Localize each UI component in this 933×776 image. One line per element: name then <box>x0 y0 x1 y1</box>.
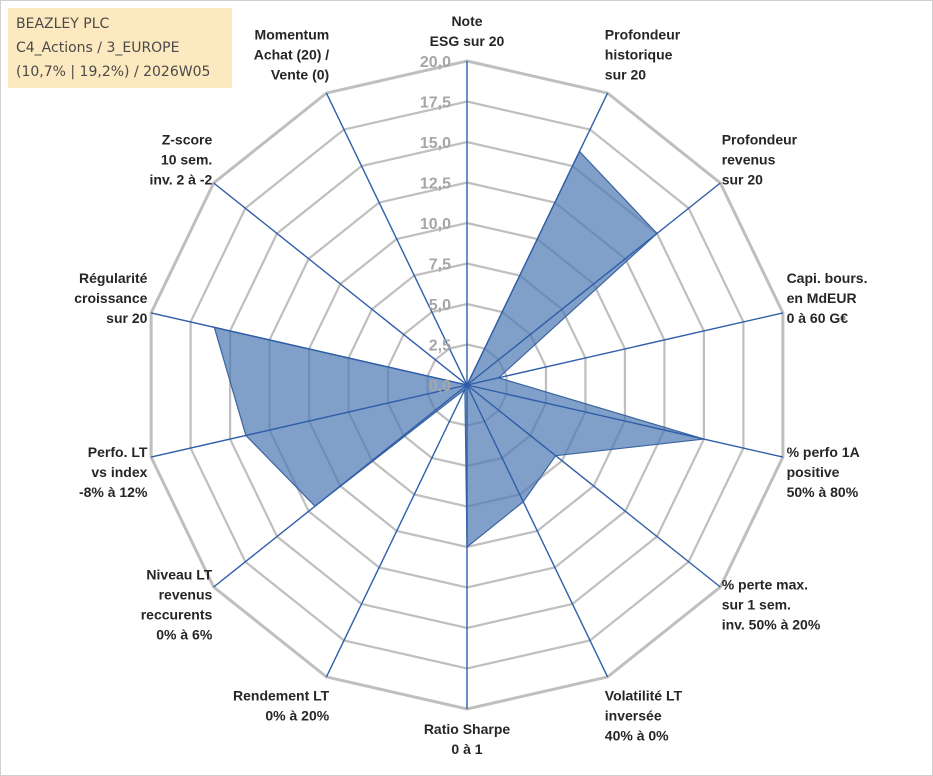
category-label-5-line-1: sur 1 sem. <box>722 596 791 612</box>
category-label-11: Régularité croissance sur 20 <box>74 270 147 326</box>
category-label-0-line-0: Note <box>451 13 482 29</box>
category-label-7-line-1: 0 à 1 <box>451 741 482 757</box>
tick-label-8: 20,0 <box>420 54 451 71</box>
category-label-0: Note ESG sur 20 <box>430 13 505 49</box>
category-label-9: Niveau LT revenus reccurents 0% à 6% <box>141 566 213 642</box>
category-label-4-line-0: % perfo 1A <box>787 444 860 460</box>
tick-label-5: 12,5 <box>420 176 451 193</box>
axis-spoke-4 <box>466 384 784 458</box>
category-label-8: Rendement LT 0% à 20% <box>233 688 330 724</box>
axis-spoke-6 <box>466 384 609 678</box>
category-label-1-line-0: Profondeur <box>605 26 681 42</box>
tick-label-7: 17,5 <box>420 95 451 112</box>
category-label-11-line-0: Régularité <box>79 270 148 286</box>
category-label-7: Ratio Sharpe 0 à 1 <box>424 721 511 757</box>
tick-label-3: 7,5 <box>429 257 451 274</box>
axis-spoke-8 <box>325 384 468 678</box>
category-label-2-line-2: sur 20 <box>722 172 763 188</box>
category-label-3-line-2: 0 à 60 G€ <box>787 310 849 326</box>
category-label-10-line-2: -8% à 12% <box>79 484 148 500</box>
axis-spoke-12 <box>213 182 468 386</box>
category-label-9-line-2: reccurents <box>141 606 213 622</box>
category-label-10-line-1: vs index <box>91 464 147 480</box>
stock-name: BEAZLEY PLC <box>16 16 110 32</box>
tick-label-6: 15,0 <box>420 135 451 152</box>
category-label-6-line-0: Volatilité LT <box>605 688 683 704</box>
category-label-2: Profondeur revenus sur 20 <box>722 132 798 188</box>
period-stats: (10,7% | 19,2%) / 2026W05 <box>16 64 211 80</box>
category-label-13-line-1: Achat (20) / <box>254 46 330 62</box>
axis-spokes <box>150 61 784 709</box>
category-label-0-line-1: ESG sur 20 <box>430 33 505 49</box>
category-label-1-line-1: historique <box>605 46 673 62</box>
axis-spoke-2 <box>466 182 721 386</box>
axis-spoke-1 <box>466 92 609 386</box>
portfolio-path: C4_Actions / 3_EUROPE <box>16 40 180 56</box>
category-label-4-line-2: 50% à 80% <box>787 484 859 500</box>
category-label-13-line-2: Vente (0) <box>271 66 329 82</box>
category-label-8-line-1: 0% à 20% <box>265 708 329 724</box>
tick-label-1: 2,5 <box>429 338 451 355</box>
category-label-9-line-3: 0% à 6% <box>156 626 213 642</box>
category-label-5-line-0: % perte max. <box>722 576 808 592</box>
category-label-7-line-0: Ratio Sharpe <box>424 721 511 737</box>
axis-spoke-10 <box>150 384 468 458</box>
category-label-11-line-2: sur 20 <box>106 310 147 326</box>
category-label-6-line-2: 40% à 0% <box>605 728 669 744</box>
category-label-11-line-1: croissance <box>74 290 147 306</box>
category-label-3-line-0: Capi. bours. <box>787 270 868 286</box>
category-label-4: % perfo 1A positive 50% à 80% <box>787 444 860 500</box>
series-area-0 <box>213 150 705 548</box>
axis-spoke-11 <box>150 312 468 386</box>
category-label-9-line-1: revenus <box>159 586 213 602</box>
series-area <box>213 150 705 548</box>
tick-labels: 0,0 2,5 5,0 7,5 10,0 12,5 15,0 17,5 20,0 <box>420 54 451 395</box>
category-label-12-line-1: 10 sem. <box>161 152 212 168</box>
category-label-5: % perte max. sur 1 sem. inv. 50% à 20% <box>722 576 821 632</box>
info-box: BEAZLEY PLC C4_Actions / 3_EUROPE (10,7%… <box>8 8 232 88</box>
category-label-10-line-0: Perfo. LT <box>88 444 148 460</box>
category-label-2-line-0: Profondeur <box>722 132 798 148</box>
category-label-3-line-1: en MdEUR <box>787 290 857 306</box>
axis-spoke-13 <box>325 92 468 386</box>
category-label-6: Volatilité LT inversée 40% à 0% <box>605 688 683 744</box>
category-label-4-line-1: positive <box>787 464 840 480</box>
category-label-2-line-1: revenus <box>722 152 776 168</box>
category-label-1-line-2: sur 20 <box>605 66 646 82</box>
axis-spoke-5 <box>466 384 721 588</box>
category-label-1: Profondeur historique sur 20 <box>605 26 681 82</box>
category-labels: Note ESG sur 20 Profondeur historique sur 20… <box>74 13 867 757</box>
tick-label-0: 0,0 <box>429 378 451 395</box>
category-label-5-line-2: inv. 50% à 20% <box>722 616 821 632</box>
tick-label-2: 5,0 <box>429 297 451 314</box>
axis-spoke-3 <box>466 312 784 386</box>
category-label-13-line-0: Momentum <box>255 26 330 42</box>
category-label-6-line-1: inversée <box>605 708 662 724</box>
category-label-8-line-0: Rendement LT <box>233 688 330 704</box>
category-label-3: Capi. bours. en MdEUR 0 à 60 G€ <box>787 270 868 326</box>
category-label-12-line-0: Z-score <box>162 132 213 148</box>
category-label-12-line-2: inv. 2 à -2 <box>150 172 213 188</box>
tick-label-4: 10,0 <box>420 216 451 233</box>
category-label-10: Perfo. LT vs index -8% à 12% <box>79 444 148 500</box>
axis-spoke-9 <box>213 384 468 588</box>
category-label-12: Z-score 10 sem. inv. 2 à -2 <box>150 132 213 188</box>
category-label-9-line-0: Niveau LT <box>146 566 212 582</box>
category-label-13: Momentum Achat (20) / Vente (0) <box>254 26 330 82</box>
